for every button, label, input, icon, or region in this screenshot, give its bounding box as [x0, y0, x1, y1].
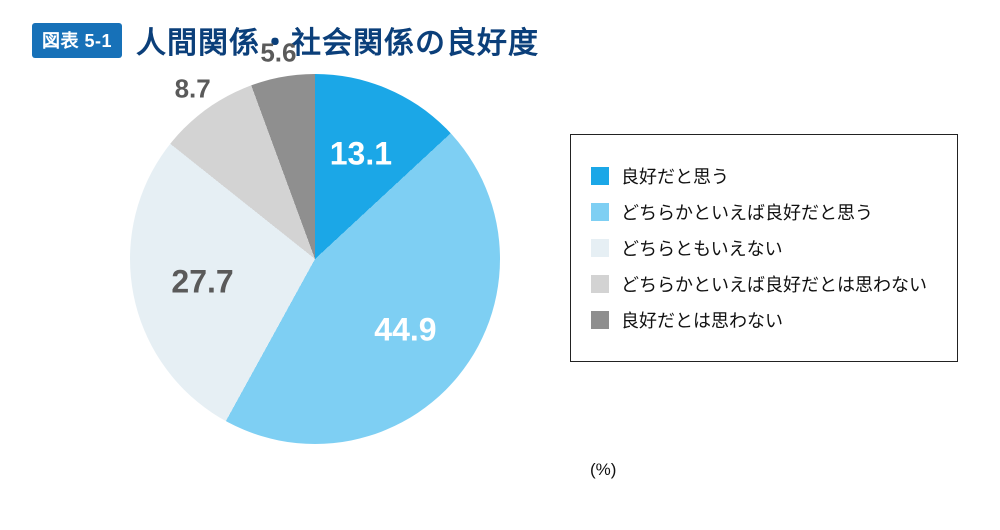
legend-swatch-icon — [591, 203, 609, 221]
figure-header: 図表 5-1 人間関係・社会関係の良好度 — [0, 0, 1000, 62]
legend-swatch-icon — [591, 275, 609, 293]
unit-label: (%) — [590, 460, 616, 480]
slice-value-label: 13.1 — [330, 135, 392, 172]
legend-swatch-icon — [591, 167, 609, 185]
pie-chart: 13.144.927.78.75.6 — [130, 74, 500, 444]
legend-item: 良好だと思う — [591, 163, 937, 189]
figure-badge: 図表 5-1 — [32, 23, 122, 58]
legend-label: どちらかといえば良好だとは思わない — [621, 271, 927, 297]
legend-label: どちらともいえない — [621, 235, 783, 261]
figure-container: 図表 5-1 人間関係・社会関係の良好度 13.144.927.78.75.6 … — [0, 0, 1000, 530]
slice-value-label: 8.7 — [175, 74, 211, 105]
legend-item: どちらかといえば良好だとは思わない — [591, 271, 937, 297]
slice-value-label: 44.9 — [374, 311, 436, 348]
legend-label: 良好だと思う — [621, 163, 729, 189]
legend-label: 良好だとは思わない — [621, 307, 783, 333]
legend-swatch-icon — [591, 311, 609, 329]
legend-item: 良好だとは思わない — [591, 307, 937, 333]
slice-value-label: 27.7 — [171, 263, 233, 300]
figure-title: 人間関係・社会関係の良好度 — [136, 18, 539, 62]
pie-disc — [130, 74, 500, 444]
legend-item: どちらかといえば良好だと思う — [591, 199, 937, 225]
legend-swatch-icon — [591, 239, 609, 257]
legend-item: どちらともいえない — [591, 235, 937, 261]
legend-label: どちらかといえば良好だと思う — [621, 199, 873, 225]
legend-box: 良好だと思うどちらかといえば良好だと思うどちらともいえないどちらかといえば良好だ… — [570, 134, 958, 362]
slice-value-label: 5.6 — [260, 38, 296, 69]
